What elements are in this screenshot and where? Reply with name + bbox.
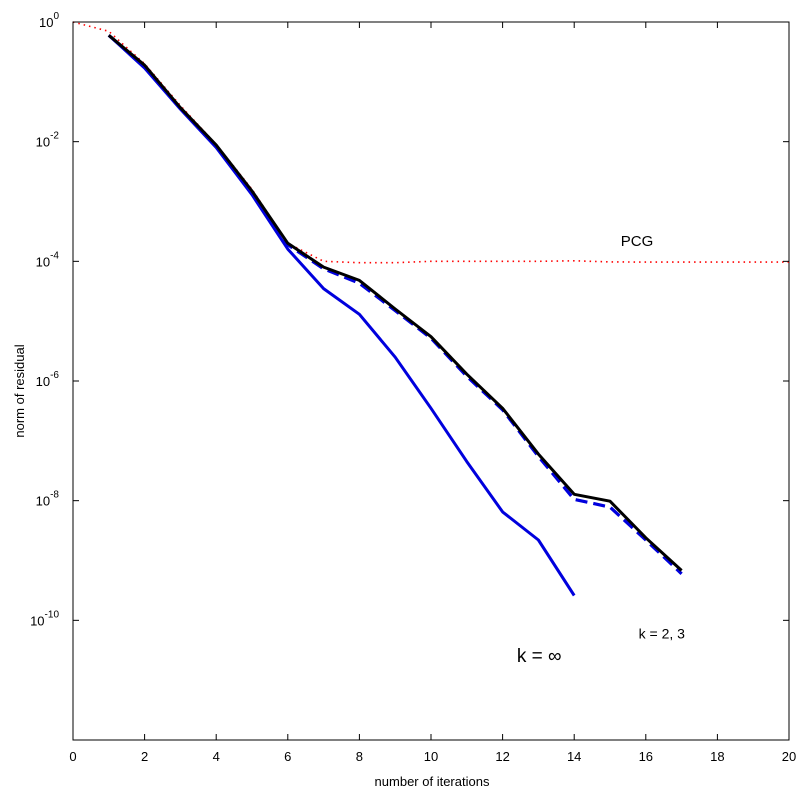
series-line-4 bbox=[107, 34, 683, 572]
x-tick-label: 8 bbox=[356, 749, 363, 764]
ticks-layer: 0 2 4 6 8 10 12 14 16 18 20 100 10-2 10-4 10-6 10-8 10-1… bbox=[30, 11, 796, 764]
series-line-1 bbox=[72, 21, 789, 264]
x-tick-label: 16 bbox=[639, 749, 653, 764]
annotations-layer: PCG k = ∞ k = 2, 3 bbox=[517, 233, 685, 667]
annotation: PCG bbox=[621, 233, 654, 250]
x-tick-label: 20 bbox=[782, 749, 796, 764]
x-tick-label: 10 bbox=[424, 749, 438, 764]
y-tick-label: 10-6 bbox=[36, 370, 60, 389]
annotation: k = 2, 3 bbox=[639, 625, 686, 641]
x-tick-label: 0 bbox=[69, 749, 76, 764]
y-axis-label: norm of residual bbox=[12, 344, 27, 437]
x-axis-label: number of iterations bbox=[375, 774, 490, 789]
series-layer bbox=[72, 21, 789, 597]
y-tick-label: 10-4 bbox=[36, 250, 60, 269]
plot-frame bbox=[72, 21, 790, 741]
x-tick-label: 18 bbox=[710, 749, 724, 764]
annotation: k = ∞ bbox=[517, 646, 562, 667]
x-tick-label: 4 bbox=[213, 749, 220, 764]
y-tick-label: 10-8 bbox=[36, 490, 60, 509]
y-tick-label: 10-2 bbox=[36, 131, 60, 150]
y-tick-label: 100 bbox=[39, 11, 59, 30]
x-tick-label: 12 bbox=[495, 749, 509, 764]
x-tick-label: 14 bbox=[567, 749, 581, 764]
plot-area bbox=[72, 21, 790, 741]
x-tick-label: 2 bbox=[141, 749, 148, 764]
x-tick-label: 6 bbox=[284, 749, 291, 764]
y-tick-label: 10-10 bbox=[30, 609, 59, 628]
